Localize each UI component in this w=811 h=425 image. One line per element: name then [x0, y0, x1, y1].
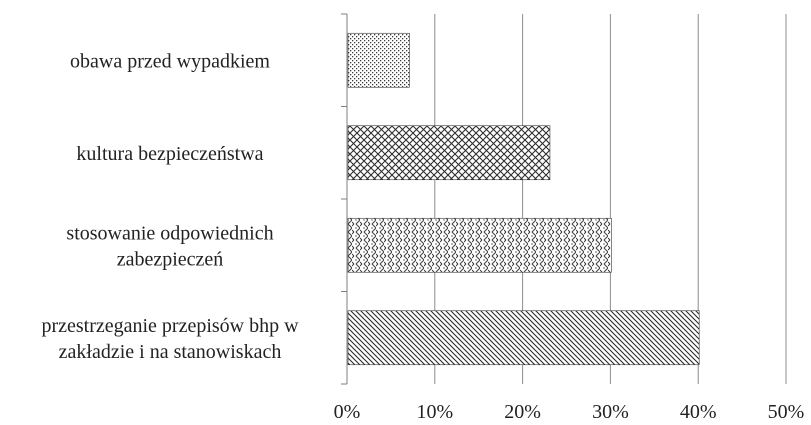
x-tick-label: 30%	[592, 401, 629, 423]
category-labels: obawa przed wypadkiem kultura bezpieczeńs…	[41, 50, 299, 363]
category-label: przestrzeganie przepisów bhp w	[41, 315, 299, 337]
axes	[341, 13, 348, 385]
x-tick-label: 10%	[416, 401, 453, 423]
x-tick-label: 40%	[680, 401, 717, 423]
bar	[347, 217, 612, 273]
category-label: obawa przed wypadkiem	[70, 50, 270, 72]
category-label: kultura bezpieczeństwa	[76, 143, 263, 165]
bar	[347, 125, 551, 181]
x-tick-label: 50%	[768, 401, 805, 423]
x-tick-label: 0%	[334, 401, 361, 423]
bar	[347, 310, 700, 366]
x-tick-label: 20%	[504, 401, 541, 423]
category-label: zabezpieczeń	[117, 248, 224, 270]
bar	[347, 32, 410, 88]
x-tick-labels: 0% 10% 20% 30% 40% 50%	[334, 401, 805, 423]
category-label: zakładzie i na stanowiskach	[59, 341, 282, 363]
bars	[347, 32, 700, 366]
category-label: stosowanie odpowiednich	[66, 222, 273, 244]
